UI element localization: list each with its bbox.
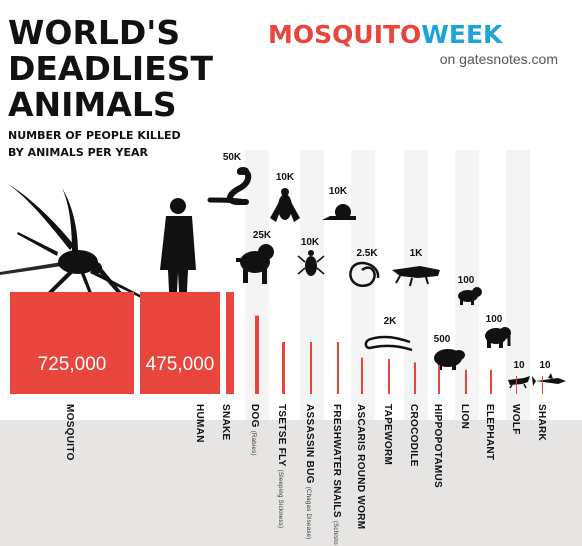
category-name: CROCODILE [408, 404, 419, 467]
category-name: SHARK [536, 404, 547, 442]
bar-value-label: 100 [458, 275, 475, 286]
bar-value-label: 1K [410, 248, 424, 259]
category-note: (Schisto [332, 521, 338, 545]
brand-logo: MOSQUITOWEEK [268, 20, 504, 49]
category-label: ASCARIS ROUND WORM [355, 404, 366, 529]
shark-icon [532, 373, 566, 386]
bar-lion [465, 369, 467, 394]
category-note: (Rabies) [250, 431, 256, 456]
tsetse-fly-icon [270, 188, 300, 222]
category-name: ELEPHANT [484, 404, 495, 460]
subtitle-line-2: BY ANIMALS PER YEAR [8, 146, 148, 159]
bar-value-label: 10K [276, 172, 295, 183]
category-note: (Chagas Disease) [305, 487, 311, 540]
brand-subtitle: on gatesnotes.com [440, 51, 558, 67]
title-line-1: WORLD'S [8, 13, 180, 52]
category-name: TAPEWORM [382, 404, 393, 465]
freshwater-snail-icon [322, 204, 356, 220]
category-labels-group: MOSQUITO HUMAN SNAKE DOG (Rabies) TSETSE FLY (… [64, 404, 547, 545]
category-name: LION [459, 404, 470, 429]
lion-icon [458, 287, 482, 305]
bar-wolf [516, 375, 517, 394]
bar-human [140, 292, 220, 394]
background-stripe [532, 150, 556, 420]
bar-freshwater-snails [337, 342, 339, 394]
bar-value-label: 10K [329, 186, 348, 197]
bar-value-label: 10K [301, 237, 320, 248]
background-stripes [216, 150, 556, 420]
bar-value-label: 2K [384, 316, 398, 327]
bar-value-label: 25K [253, 230, 272, 241]
footer-band [0, 420, 582, 546]
category-name: SNAKE [220, 404, 231, 441]
elephant-icon [485, 327, 511, 348]
bar-tsetse-fly [282, 342, 285, 394]
dog-icon [236, 244, 274, 284]
category-label: ASSASSIN BUG (Chagas Disease) [304, 404, 315, 540]
bar-value-inbar: 475,000 [146, 354, 215, 375]
bar-value-label: 50K [223, 152, 242, 163]
category-name: ASCARIS ROUND WORM [355, 404, 366, 529]
category-label: CROCODILE [408, 404, 419, 467]
category-label: ELEPHANT [484, 404, 495, 460]
title-line-3: ANIMALS [8, 85, 177, 124]
category-name: ASSASSIN BUG [304, 404, 315, 484]
bar-assassin-bug [310, 342, 312, 394]
bar-mosquito [10, 292, 134, 394]
category-label: HIPPOPOTAMUS [432, 404, 443, 488]
brand-part-2: WEEK [421, 20, 504, 49]
bar-snake [226, 292, 234, 394]
category-name: FRESHWATER SNAILS [331, 404, 342, 518]
bar-crocodile [414, 362, 416, 394]
category-name: TSETSE FLY [276, 404, 287, 467]
wolf-icon [508, 376, 530, 389]
tapeworm-icon [364, 335, 413, 352]
category-label: LION [459, 404, 470, 429]
category-name: HUMAN [194, 404, 205, 443]
category-label: TSETSE FLY (Sleeping Sickness) [276, 404, 287, 528]
category-label: MOSQUITO [64, 404, 75, 461]
bar-value-label: 500 [434, 334, 451, 345]
brand-part-1: MOSQUITO [268, 20, 421, 49]
bars-group [10, 292, 543, 394]
category-name: WOLF [510, 404, 521, 435]
bar-dog [255, 315, 259, 394]
snake-icon [207, 167, 252, 205]
value-labels-group: 725,000 475,000 50K 25K 10K 10K 10K 2.5K 2K 1K 500… [38, 152, 551, 375]
bar-elephant [490, 369, 492, 394]
category-name: DOG [249, 404, 260, 428]
bar-value-inbar: 725,000 [38, 354, 107, 375]
bar-shark [542, 375, 543, 394]
bar-tapeworm [388, 358, 390, 394]
bar-value-label: 2.5K [356, 248, 378, 259]
title-line-2: DEADLIEST [8, 49, 213, 88]
bar-value-label: 100 [486, 314, 503, 325]
category-name: MOSQUITO [64, 404, 75, 461]
category-note: (Sleeping Sickness) [277, 470, 283, 529]
crocodile-icon [392, 266, 440, 287]
subtitle-line-1: NUMBER OF PEOPLE KILLED [8, 129, 181, 142]
bar-value-label: 10 [513, 360, 525, 371]
category-label: WOLF [510, 404, 521, 435]
category-label: SHARK [536, 404, 547, 442]
category-label: TAPEWORM [382, 404, 393, 465]
background-stripe [506, 150, 530, 420]
category-name: HIPPOPOTAMUS [432, 404, 443, 488]
category-label: DOG (Rabies) [249, 404, 260, 456]
roundworm-icon [349, 261, 380, 287]
bar-hippopotamus [438, 365, 440, 394]
bar-ascaris-round-worm [361, 357, 363, 394]
category-label: HUMAN [194, 404, 205, 443]
assassin-bug-icon [297, 250, 325, 276]
category-label: FRESHWATER SNAILS (Schisto [331, 404, 342, 545]
category-label: SNAKE [220, 404, 231, 441]
bar-value-label: 10 [539, 360, 551, 371]
